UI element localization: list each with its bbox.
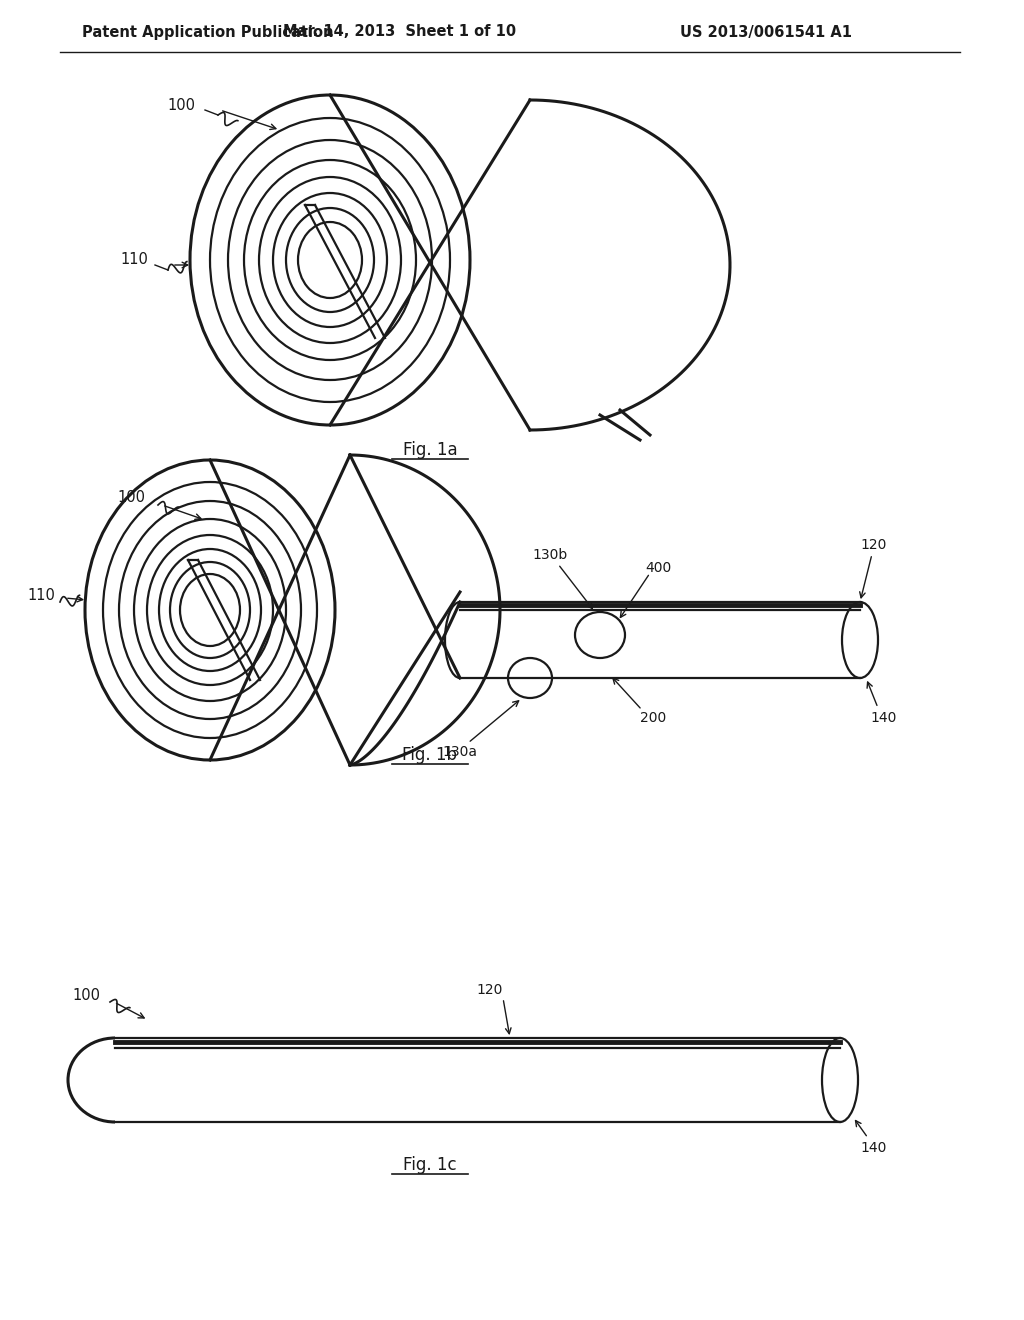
Text: Patent Application Publication: Patent Application Publication	[82, 25, 334, 40]
Text: 120: 120	[477, 983, 503, 997]
Text: 140: 140	[870, 711, 896, 725]
Text: 200: 200	[640, 711, 667, 725]
Text: Fig. 1c: Fig. 1c	[403, 1156, 457, 1173]
Text: 100: 100	[117, 491, 145, 506]
Text: Fig. 1a: Fig. 1a	[402, 441, 458, 459]
Text: 140: 140	[860, 1140, 887, 1155]
Text: 130b: 130b	[532, 548, 567, 562]
Text: US 2013/0061541 A1: US 2013/0061541 A1	[680, 25, 852, 40]
Text: 110: 110	[27, 589, 55, 603]
Text: 100: 100	[167, 98, 195, 112]
Text: Mar. 14, 2013  Sheet 1 of 10: Mar. 14, 2013 Sheet 1 of 10	[284, 25, 516, 40]
Text: 400: 400	[645, 561, 672, 576]
Text: 120: 120	[860, 539, 887, 552]
Text: Fig. 1b: Fig. 1b	[402, 746, 458, 764]
Text: 100: 100	[72, 987, 100, 1002]
Text: 110: 110	[120, 252, 148, 268]
Text: 130a: 130a	[442, 744, 477, 759]
